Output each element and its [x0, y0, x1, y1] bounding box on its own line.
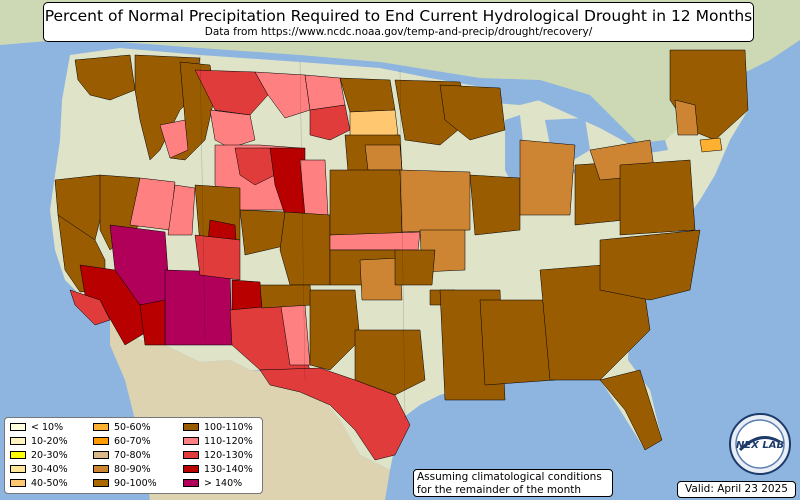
region-sd-tan [364, 144, 403, 171]
region-colorado-east [279, 211, 331, 286]
region-arizona-magenta [164, 269, 233, 346]
legend-swatch [183, 436, 199, 445]
legend-item: 120-130% [183, 450, 253, 462]
legend-swatch [93, 450, 109, 459]
legend-item: 110-120% [183, 436, 253, 448]
legend-swatch [93, 436, 109, 445]
region-florida [599, 369, 663, 451]
region-pnw-west [74, 54, 136, 101]
title-box: Percent of Normal Precipitation Required… [43, 2, 754, 42]
region-wyoming-red [234, 147, 276, 186]
legend-swatch [10, 478, 26, 487]
region-wy-east-pink [299, 159, 329, 216]
legend-swatch [10, 450, 26, 459]
legend-item: 10-20% [10, 436, 68, 448]
legend-item: 70-80% [93, 450, 151, 462]
region-kansas-tan [359, 257, 403, 301]
region-utah-pink [167, 184, 196, 236]
legend-swatch [10, 436, 26, 445]
region-vermont [674, 99, 699, 136]
region-so-cal-coast [69, 289, 111, 326]
legend-item: 80-90% [93, 464, 151, 476]
region-oklahoma-north [394, 249, 436, 286]
region-carolinas-coast [599, 229, 701, 301]
legend-item: < 10% [10, 422, 63, 434]
region-nebraska [329, 169, 403, 236]
logo-text: NEX LAB [736, 440, 784, 451]
region-montana-pink [254, 71, 311, 119]
region-illinois [469, 174, 521, 236]
state-borders [199, 54, 406, 421]
legend-swatch [93, 422, 109, 431]
region-montana-south [209, 109, 256, 149]
region-sd-orange [349, 109, 399, 139]
map-title: Percent of Normal Precipitation Required… [44, 7, 753, 25]
region-nd-red [309, 104, 351, 141]
legend-swatch [10, 464, 26, 473]
nexlab-logo-icon: NEX LAB [729, 413, 791, 475]
legend-swatch [183, 464, 199, 473]
region-nd-pink [304, 74, 346, 111]
legend-item: 40-50% [10, 478, 68, 490]
legend-swatch [183, 422, 199, 431]
legend-swatch [93, 478, 109, 487]
region-massachusetts [699, 137, 723, 153]
legend-swatch [10, 422, 26, 431]
region-iowa [399, 169, 471, 233]
region-nd-east [339, 77, 396, 113]
region-utah-south-red [194, 234, 241, 281]
legend: < 10% 10-20% 20-30% 30-40% 40-50% 50-60%… [4, 417, 263, 494]
legend-item: > 140% [183, 478, 242, 490]
legend-item: 30-40% [10, 464, 68, 476]
region-idaho-pink [159, 119, 189, 159]
map-subtitle: Data from https://www.ncdc.noaa.gov/temp… [204, 26, 593, 38]
legend-swatch [93, 464, 109, 473]
gulf-of-mexico [420, 375, 620, 415]
region-texas-red [259, 367, 411, 461]
legend-swatch [183, 450, 199, 459]
legend-item: 90-100% [93, 478, 157, 490]
region-nm-nw [231, 279, 263, 311]
region-mid-atlantic [619, 159, 696, 236]
note-line-2: for the remainder of the month [417, 483, 582, 496]
assumption-note: Assuming climatological conditions for t… [413, 469, 613, 497]
note-line-1: Assuming climatological conditions [417, 471, 602, 483]
region-texas-panhandle [309, 289, 361, 371]
region-arizona-west [139, 299, 166, 346]
region-wisconsin [439, 84, 506, 141]
legend-item: 130-140% [183, 464, 253, 476]
legend-item: 50-60% [93, 422, 151, 434]
region-texas-central [354, 329, 426, 396]
region-kansas-pink [329, 231, 421, 251]
legend-item: 100-110% [183, 422, 253, 434]
region-michigan [519, 139, 576, 216]
legend-item: 60-70% [93, 436, 151, 448]
valid-date: Valid: April 23 2025 [677, 481, 796, 498]
legend-swatch [183, 478, 199, 487]
region-montana-red [194, 69, 269, 116]
region-nm-north [259, 284, 313, 309]
legend-item: 20-30% [10, 450, 68, 462]
